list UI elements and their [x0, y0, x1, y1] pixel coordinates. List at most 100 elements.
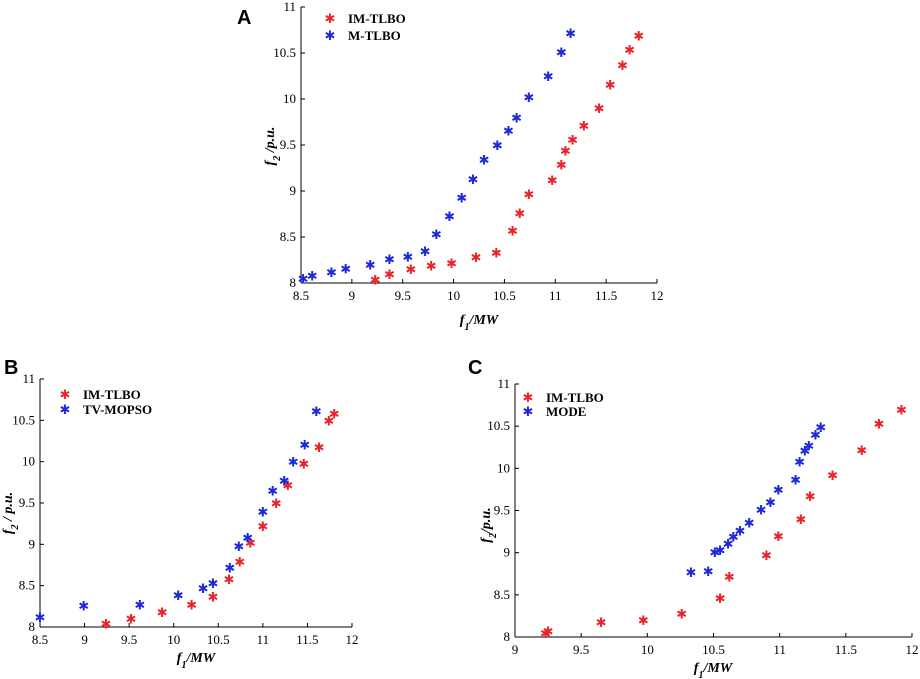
panel-a-point-im-tlbo: ✱: [405, 263, 416, 278]
panel-a-point-m-tlbo: ✱: [307, 270, 318, 285]
panel-c-x-tick-label: 9: [512, 642, 519, 657]
panel-a-x-label: f1/MW: [460, 313, 500, 333]
panel-b-point-tv-mopso: ✱: [233, 540, 244, 555]
panel-b-point-tv-mopso: ✱: [279, 475, 290, 490]
panel-c-x-label: f1/MW: [694, 661, 734, 679]
panel-a-point-im-tlbo: ✱: [594, 102, 605, 117]
panel-b-point-tv-mopso: ✱: [207, 577, 218, 592]
panel-a-point-m-tlbo: ✱: [444, 210, 455, 225]
panel-a-x-tick-label: 11: [549, 288, 562, 303]
panel-a-letter: A: [237, 7, 251, 29]
panel-c-point-im-tlbo: ✱: [873, 418, 884, 433]
panel-a-point-im-tlbo: ✱: [491, 247, 502, 262]
panel-a-x-tick-label: 11.5: [595, 288, 617, 303]
panel-a-point-im-tlbo: ✱: [514, 207, 525, 222]
panel-b-x-tick-label: 12: [346, 632, 359, 647]
panel-a-point-m-tlbo: ✱: [511, 111, 522, 126]
panel-a-point-im-tlbo: ✱: [384, 268, 395, 283]
panel-c-point-im-tlbo: ✱: [543, 625, 554, 640]
panel-c-y-tick-label: 9: [504, 545, 511, 560]
panel-a-point-m-tlbo: ✱: [298, 272, 309, 287]
panel-b-x-tick-label: 9: [81, 632, 88, 647]
panel-c-point-im-tlbo: ✱: [827, 469, 838, 484]
panel-c-point-mode: ✱: [744, 516, 755, 531]
panel-a-point-m-tlbo: ✱: [479, 154, 490, 169]
panel-a-y-tick-label: 8.5: [280, 229, 296, 244]
panel-a-x-tick-label: 12: [651, 288, 664, 303]
panel-c-point-mode: ✱: [794, 456, 805, 471]
panel-c-legend-marker-mode: ✱: [523, 405, 534, 420]
panel-c-legend-marker-im-tlbo: ✱: [523, 391, 534, 406]
panel-a-point-m-tlbo: ✱: [543, 70, 554, 85]
panel-c-legend-label-mode: MODE: [546, 404, 586, 419]
panel-a-y-label: f2 /p.u.: [263, 127, 283, 166]
panel-b-point-tv-mopso: ✱: [35, 611, 46, 626]
panel-a-point-m-tlbo: ✱: [365, 259, 376, 274]
panel-b-legend-marker-im-tlbo: ✱: [60, 388, 71, 403]
panel-a-point-im-tlbo: ✱: [624, 43, 635, 58]
panel-a-legend-label-m-tlbo: M-TLBO: [348, 28, 401, 43]
panel-c-point-mode: ✱: [703, 565, 714, 580]
panel-c-point-mode: ✱: [773, 483, 784, 498]
panel-a-point-m-tlbo: ✱: [565, 27, 576, 42]
panel-b-point-im-tlbo: ✱: [271, 497, 282, 512]
panel-b-point-tv-mopso: ✱: [224, 561, 235, 576]
panel-c-point-mode: ✱: [756, 504, 767, 519]
panel-b: B 8.5 9 9.5 10 10.5 11 11.5 1288.599.51010.511f…: [1, 357, 359, 671]
panel-a-point-im-tlbo: ✱: [617, 59, 628, 74]
panel-b-legend-label-tv-mopso: TV-MOPSO: [83, 402, 152, 417]
panel-b-point-im-tlbo: ✱: [282, 479, 293, 494]
panel-b-point-tv-mopso: ✱: [198, 582, 209, 597]
panel-b-point-tv-mopso: ✱: [267, 485, 278, 500]
panel-b-point-tv-mopso: ✱: [134, 599, 145, 614]
panel-b-point-im-tlbo: ✱: [207, 590, 218, 605]
panel-c-x-tick-label: 9.5: [573, 642, 589, 657]
panel-b-point-im-tlbo: ✱: [257, 520, 268, 535]
panel-c-point-mode: ✱: [715, 544, 726, 559]
panel-b-point-im-tlbo: ✱: [245, 537, 256, 552]
panel-b-point-im-tlbo: ✱: [314, 441, 325, 456]
panel-c-point-mode: ✱: [790, 473, 801, 488]
panel-a-legend-marker-m-tlbo: ✱: [325, 29, 336, 44]
panel-a-point-m-tlbo: ✱: [402, 250, 413, 265]
panel-b-legend-label-im-tlbo: IM-TLBO: [83, 387, 141, 402]
panel-c-point-mode: ✱: [709, 546, 720, 561]
panel-b-y-tick-label: 9.5: [19, 495, 35, 510]
panel-b-x-tick-label: 11: [257, 632, 270, 647]
panel-b-point-im-tlbo: ✱: [224, 573, 235, 588]
panel-c-y-tick-label: 11: [497, 376, 510, 391]
panel-a-point-m-tlbo: ✱: [503, 124, 514, 139]
panel-a-point-im-tlbo: ✱: [547, 174, 558, 189]
panel-b-point-im-tlbo: ✱: [234, 556, 245, 571]
panel-a-point-im-tlbo: ✱: [470, 251, 481, 266]
panel-a-legend-marker-im-tlbo: ✱: [325, 12, 336, 27]
panel-a-point-im-tlbo: ✱: [605, 78, 616, 93]
panel-c-x-tick-label: 10: [641, 642, 654, 657]
panel-c-point-im-tlbo: ✱: [676, 607, 687, 622]
panel-c-point-mode: ✱: [765, 496, 776, 511]
panel-c-y-tick-label: 9.5: [494, 503, 510, 518]
panel-b-x-tick-label: 9.5: [121, 632, 137, 647]
panel-b-y-tick-label: 8: [29, 619, 36, 634]
panel-b-point-im-tlbo: ✱: [101, 618, 112, 633]
panel-a-point-m-tlbo: ✱: [431, 228, 442, 243]
panel-a-x-tick-label: 8.5: [293, 288, 309, 303]
panel-c-legend-label-im-tlbo: IM-TLBO: [546, 390, 604, 405]
panel-a-point-m-tlbo: ✱: [456, 191, 467, 206]
panel-b-point-im-tlbo: ✱: [298, 457, 309, 472]
panel-b-y-tick-label: 10.5: [12, 412, 35, 427]
panel-a-y-tick-label: 8: [290, 275, 297, 290]
panel-a-point-m-tlbo: ✱: [492, 139, 503, 154]
panel-c-y-tick-label: 8: [504, 629, 511, 644]
panel-c-point-im-tlbo: ✱: [761, 549, 772, 564]
panel-c-point-im-tlbo: ✱: [856, 444, 867, 459]
panel-c-point-im-tlbo: ✱: [795, 513, 806, 528]
panel-a-y-tick-label: 9.5: [280, 137, 296, 152]
panel-b-point-im-tlbo: ✱: [157, 606, 168, 621]
panel-c-point-im-tlbo: ✱: [540, 627, 551, 642]
panel-c-point-mode: ✱: [735, 525, 746, 540]
panel-a-point-im-tlbo: ✱: [507, 225, 518, 240]
panel-a-point-im-tlbo: ✱: [560, 145, 571, 160]
panel-c-point-mode: ✱: [723, 537, 734, 552]
